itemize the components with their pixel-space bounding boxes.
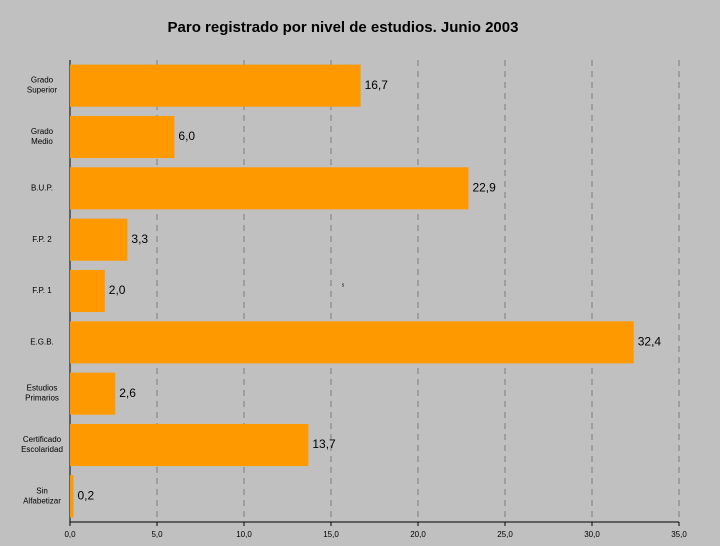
y-tick-label: F.P. 2	[32, 235, 52, 244]
x-tick-label: 15,0	[323, 530, 339, 539]
bar	[70, 218, 128, 261]
value-label: 22,9	[472, 181, 496, 195]
x-tick-label: 5,0	[151, 530, 163, 539]
bar	[70, 372, 116, 415]
value-label: 16,7	[365, 78, 389, 92]
value-label: 0,2	[77, 489, 94, 503]
y-tick-label: Certificado Escolaridad	[21, 435, 63, 454]
x-tick-label: 30,0	[584, 530, 600, 539]
x-tick-label: 35,0	[671, 530, 687, 539]
y-tick-label: B.U.P.	[31, 183, 53, 192]
y-tick-label: Sin Alfabetizar	[23, 486, 61, 505]
y-tick-label: Grado Medio	[31, 127, 54, 146]
value-label: 2,6	[119, 386, 136, 400]
bar	[70, 321, 634, 364]
x-tick-label: 10,0	[236, 530, 252, 539]
value-label: 3,3	[131, 232, 148, 246]
y-tick-label: Estudios Primarios	[25, 384, 59, 403]
x-tick-label: 0,0	[64, 530, 76, 539]
x-tick-label: 25,0	[497, 530, 513, 539]
value-label: 32,4	[638, 335, 662, 349]
value-label: 6,0	[178, 129, 195, 143]
bar	[70, 269, 105, 313]
annotation: s	[342, 282, 345, 288]
value-label: 13,7	[312, 437, 336, 451]
y-tick-label: Grado Superior	[27, 76, 58, 95]
x-tick-label: 20,0	[410, 530, 426, 539]
bar	[70, 115, 175, 159]
value-label: 2,0	[109, 283, 126, 297]
bar	[70, 475, 74, 518]
chart-title: Paro registrado por nivel de estudios. J…	[168, 19, 519, 36]
y-tick-label: F.P. 1	[32, 286, 52, 295]
y-tick-label: E.G.B.	[30, 337, 54, 346]
bar	[70, 64, 361, 107]
bar	[70, 423, 309, 467]
bar	[70, 167, 469, 210]
